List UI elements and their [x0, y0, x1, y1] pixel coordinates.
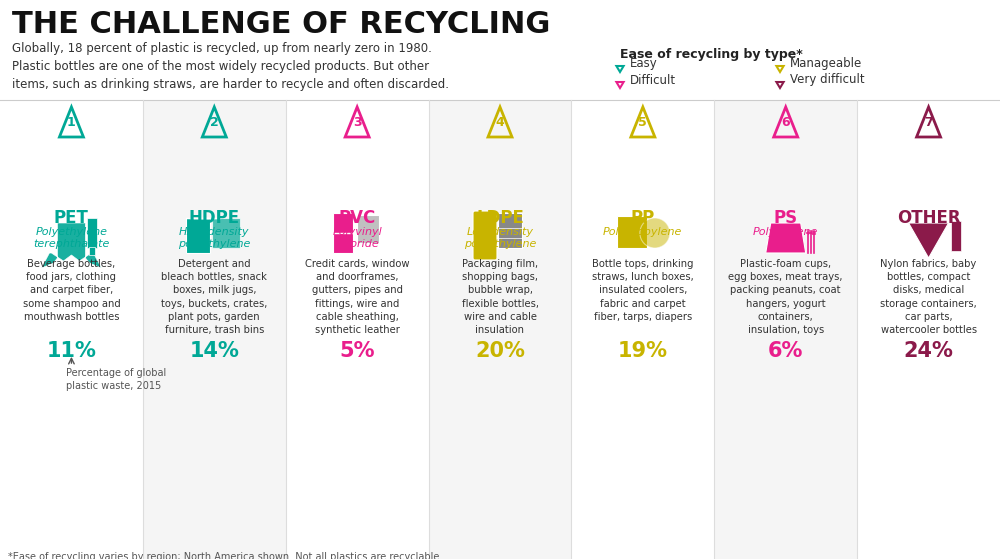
Circle shape: [640, 218, 670, 248]
Bar: [498, 213, 522, 248]
Text: 4: 4: [496, 116, 504, 129]
Polygon shape: [41, 223, 101, 268]
Bar: [89, 247, 95, 255]
Text: 14%: 14%: [189, 341, 239, 361]
Text: Polystyrene: Polystyrene: [753, 227, 818, 237]
Polygon shape: [766, 223, 806, 253]
Bar: [87, 218, 97, 248]
Text: Manageable: Manageable: [790, 58, 862, 70]
Text: Polyvinyl
chloride: Polyvinyl chloride: [332, 227, 382, 249]
FancyBboxPatch shape: [473, 211, 497, 260]
Text: 7: 7: [924, 116, 933, 129]
Bar: [429, 100, 571, 559]
Text: *Ease of recycling varies by region; North America shown. Not all plastics are r: *Ease of recycling varies by region; Nor…: [8, 552, 442, 559]
Text: Percentage of global
plastic waste, 2015: Percentage of global plastic waste, 2015: [66, 368, 167, 391]
Text: Polypropylene: Polypropylene: [603, 227, 683, 237]
Text: Ease of recycling by type*: Ease of recycling by type*: [620, 48, 803, 61]
Bar: [357, 215, 379, 243]
Text: 6: 6: [781, 116, 790, 129]
Bar: [333, 213, 353, 253]
Text: THE CHALLENGE OF RECYCLING: THE CHALLENGE OF RECYCLING: [12, 10, 550, 39]
Text: Difficult: Difficult: [630, 73, 676, 87]
Text: Beverage bottles,
food jars, clothing
and carpet fiber,
some shampoo and
mouthwa: Beverage bottles, food jars, clothing an…: [23, 259, 120, 322]
Text: 5%: 5%: [339, 341, 375, 361]
Text: PS: PS: [774, 209, 798, 227]
Text: 3: 3: [353, 116, 361, 129]
Text: PET: PET: [54, 209, 89, 227]
Text: 24%: 24%: [904, 341, 954, 361]
Text: OTHER: OTHER: [897, 209, 960, 227]
Text: HDPE: HDPE: [189, 209, 240, 227]
Text: 2: 2: [210, 116, 219, 129]
Bar: [951, 221, 961, 251]
Text: PVC: PVC: [339, 209, 376, 227]
Text: Very difficult: Very difficult: [790, 73, 865, 87]
Polygon shape: [909, 223, 949, 258]
Text: Detergent and
bleach bottles, snack
boxes, milk jugs,
toys, buckets, crates,
pla: Detergent and bleach bottles, snack boxe…: [161, 259, 267, 335]
Text: 20%: 20%: [475, 341, 525, 361]
Text: Plastic-foam cups,
egg boxes, meat trays,
packing peanuts, coat
hangers, yogurt
: Plastic-foam cups, egg boxes, meat trays…: [728, 259, 843, 335]
Text: 19%: 19%: [618, 341, 668, 361]
Text: Polyethylene
terephthalate: Polyethylene terephthalate: [33, 227, 110, 249]
Bar: [714, 100, 857, 559]
Text: Globally, 18 percent of plastic is recycled, up from nearly zero in 1980.
Plasti: Globally, 18 percent of plastic is recyc…: [12, 42, 449, 91]
Text: 11%: 11%: [46, 341, 96, 361]
Text: 6%: 6%: [768, 341, 803, 361]
Bar: [617, 216, 647, 248]
Text: 5: 5: [638, 116, 647, 129]
Text: Easy: Easy: [630, 58, 658, 70]
Bar: [212, 218, 240, 248]
Text: LDPE: LDPE: [476, 209, 524, 227]
Bar: [143, 100, 286, 559]
Text: PP: PP: [631, 209, 655, 227]
Text: Bottle tops, drinking
straws, lunch boxes,
insulated coolers,
fabric and carpet
: Bottle tops, drinking straws, lunch boxe…: [592, 259, 694, 322]
Bar: [186, 218, 210, 253]
Text: Nylon fabrics, baby
bottles, compact
disks, medical
storage containers,
car part: Nylon fabrics, baby bottles, compact dis…: [880, 259, 977, 335]
Text: Packaging film,
shopping bags,
bubble wrap,
flexible bottles,
wire and cable
ins: Packaging film, shopping bags, bubble wr…: [462, 259, 538, 335]
Text: Low-density
polyethylene: Low-density polyethylene: [464, 227, 536, 249]
Text: Credit cards, window
and doorframes,
gutters, pipes and
fittings, wire and
cable: Credit cards, window and doorframes, gut…: [305, 259, 409, 335]
Text: 1: 1: [67, 116, 76, 129]
Text: High-density
polyethylene: High-density polyethylene: [178, 227, 250, 249]
